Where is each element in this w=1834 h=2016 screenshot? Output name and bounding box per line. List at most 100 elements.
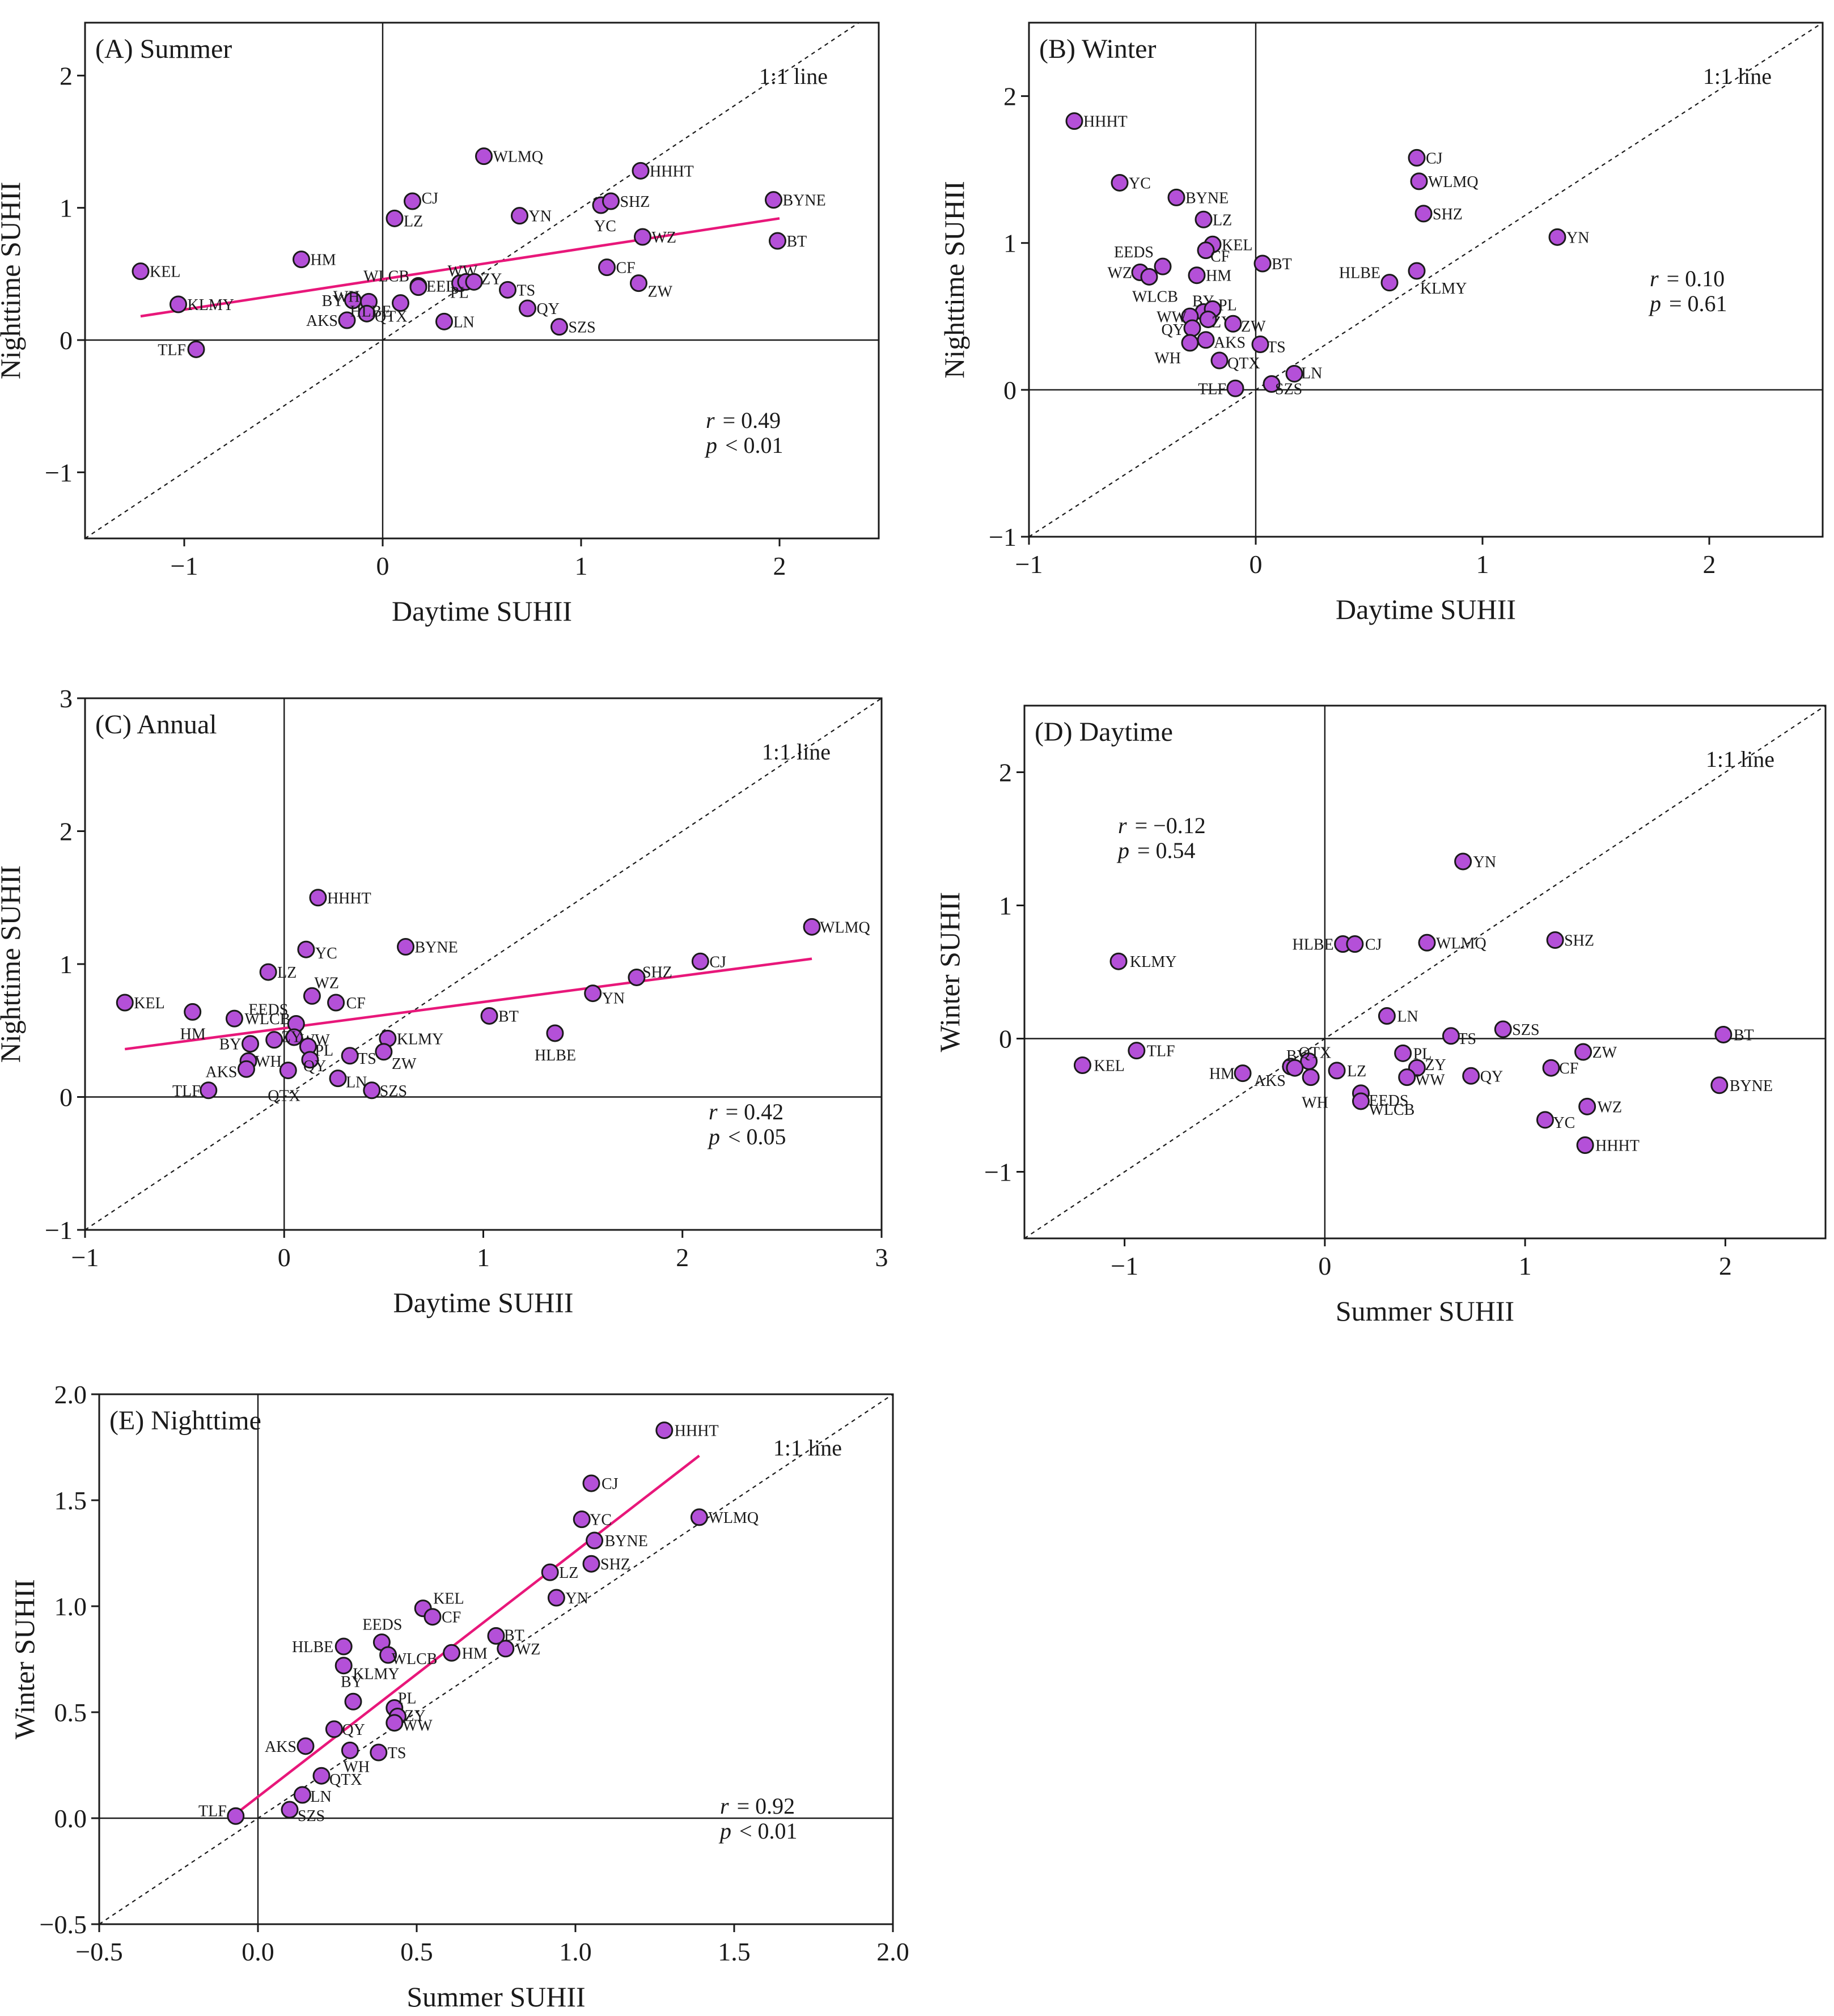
panel-title: (C) Annual	[95, 710, 217, 740]
p-symbol: p	[704, 432, 717, 458]
data-point-hm	[1234, 1064, 1252, 1083]
y-tick-label: 2	[60, 817, 73, 846]
point-label: WH	[1154, 350, 1181, 367]
data-point-cj	[404, 192, 421, 210]
point-label: HLBE	[535, 1047, 576, 1064]
data-point-lz	[541, 1563, 559, 1581]
x-axis-label: Summer SUHII	[406, 1981, 585, 2013]
point-label: BY	[341, 1673, 363, 1691]
y-tick-label: 2	[1003, 82, 1016, 111]
x-tick-label: −0.5	[75, 1937, 122, 1966]
point-label: LZ	[277, 964, 297, 982]
regression-line	[124, 957, 812, 1051]
point-label: QY	[303, 1058, 326, 1075]
y-tick-label: 0.0	[54, 1804, 87, 1833]
p-symbol: p	[718, 1818, 731, 1844]
x-tick-label: 0	[1250, 550, 1263, 579]
data-point-lz	[386, 209, 404, 227]
r-stat: r = 0.92	[720, 1793, 795, 1819]
x-tick-label: 0.5	[400, 1937, 433, 1966]
data-point-ts	[341, 1047, 359, 1065]
r-stat: r = −0.12	[1118, 813, 1206, 838]
x-axis-label: Daytime SUHII	[392, 595, 572, 627]
data-point-yn	[584, 984, 602, 1003]
point-label: EEDS	[362, 1616, 402, 1634]
point-label: WH	[1302, 1094, 1328, 1112]
panel-title: (A) Summer	[95, 34, 232, 64]
data-point-eeds	[1154, 257, 1172, 275]
data-point-wlmq	[803, 918, 821, 936]
data-point-zw	[375, 1043, 393, 1061]
point-label: LZ	[1213, 211, 1232, 229]
y-tick-label: 1	[60, 194, 73, 223]
y-tick-label: 0	[1003, 376, 1016, 405]
data-point-zw	[1224, 315, 1242, 333]
data-point-qtx	[312, 1767, 331, 1785]
y-tick-label: −1	[45, 458, 73, 487]
point-label: ZW	[392, 1055, 417, 1073]
data-point-qy	[519, 299, 536, 317]
point-label: QY	[1162, 321, 1184, 339]
data-point-bt	[1714, 1025, 1733, 1043]
point-label: TS	[1458, 1030, 1476, 1048]
data-point-kel	[116, 994, 134, 1012]
point-label: YN	[602, 990, 625, 1008]
point-label: LN	[310, 1788, 331, 1806]
plot-area	[85, 23, 879, 538]
point-label: KEL	[150, 264, 180, 281]
data-point-lz	[259, 963, 277, 981]
point-label: YC	[1129, 175, 1151, 192]
data-point-aks	[238, 1060, 256, 1078]
data-point-qtx	[1210, 351, 1229, 370]
point-label: TS	[517, 282, 536, 299]
data-point-zw	[1574, 1043, 1592, 1061]
data-point-zy	[465, 273, 483, 291]
point-label: KLMY	[1420, 280, 1467, 298]
x-tick-label: 2	[773, 551, 786, 580]
data-point-wlcb	[1352, 1092, 1370, 1110]
data-point-qy	[301, 1051, 319, 1069]
point-label: KLMY	[188, 296, 234, 314]
data-point-tlf	[200, 1081, 218, 1100]
x-tick-label: 0.0	[242, 1937, 274, 1966]
plot-area	[99, 1394, 893, 1924]
data-point-yc	[1111, 173, 1129, 192]
one-to-one-line	[1024, 706, 1825, 1238]
point-label: HHHT	[675, 1423, 719, 1440]
data-point-qy	[1462, 1067, 1480, 1085]
p-value: < 0.05	[728, 1124, 786, 1149]
point-label: AKS	[306, 312, 338, 330]
point-label: HHHT	[327, 890, 371, 907]
one-to-one-label: 1:1 line	[1706, 746, 1774, 772]
point-label: YN	[529, 208, 552, 226]
data-point-klmy	[334, 1657, 353, 1675]
point-label: KEL	[1094, 1058, 1124, 1075]
one-to-one-line	[85, 698, 882, 1230]
y-tick-label: 0	[60, 1083, 73, 1112]
point-label: KLMY	[397, 1030, 443, 1048]
x-tick-label: −1	[1015, 550, 1043, 579]
data-point-klmy	[170, 295, 187, 313]
y-axis-label: Winter SUHII	[934, 892, 965, 1052]
data-point-szs	[1263, 375, 1281, 393]
point-label: TLF	[158, 341, 186, 359]
point-label: WLMQ	[493, 148, 544, 166]
point-label: HM	[180, 1025, 206, 1043]
point-label: SHZ	[642, 964, 672, 981]
data-point-qy	[325, 1720, 343, 1738]
data-point-lz	[1328, 1062, 1346, 1080]
p-symbol: p	[707, 1124, 720, 1149]
point-label: YN	[565, 1590, 588, 1607]
x-tick-label: 1	[477, 1243, 490, 1272]
point-label: HHHT	[1595, 1138, 1640, 1155]
point-label: KEL	[1222, 236, 1252, 254]
point-label: HLBE	[292, 1639, 333, 1656]
panel-title: (D) Daytime	[1035, 717, 1173, 747]
data-point-qtx	[358, 304, 376, 322]
point-label: QTX	[329, 1771, 362, 1789]
point-label: WZ	[1598, 1098, 1623, 1116]
point-label: QTX	[1227, 355, 1260, 372]
data-point-szs	[363, 1081, 381, 1100]
data-point-hhht	[309, 889, 327, 907]
point-label: CF	[346, 995, 366, 1012]
